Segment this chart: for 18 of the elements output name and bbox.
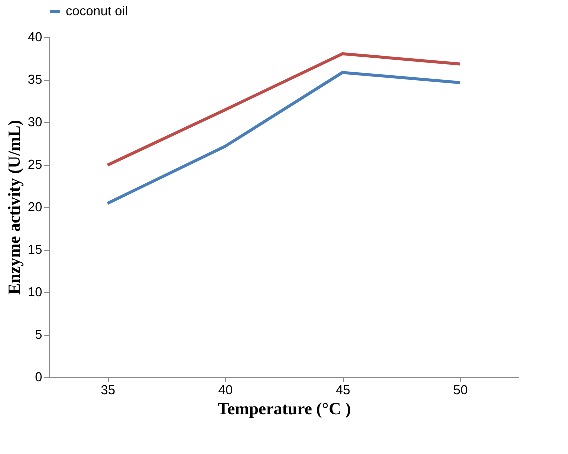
line-series	[106, 52, 462, 167]
y-tick-label: 40	[28, 30, 42, 44]
x-tick-label: 45	[336, 382, 350, 398]
y-axis-title: Enzyme activity (U/mL)	[5, 120, 24, 295]
legend-label: coconut oil	[66, 4, 128, 18]
x-tick-label: 40	[218, 382, 233, 398]
x-tick-label: 35	[101, 382, 116, 398]
y-tick-label: 20	[28, 200, 42, 214]
y-tick-label: 0	[35, 370, 42, 384]
y-tick-label: 35	[28, 72, 42, 87]
x-axis-title: Temperature (°C )	[218, 400, 352, 418]
x-tick-label: 50	[454, 382, 468, 398]
y-tick-label: 30	[28, 114, 42, 130]
y-tick-label: 25	[28, 157, 42, 172]
line-series	[106, 71, 462, 206]
y-tick-label: 5	[35, 327, 42, 342]
y-tick-label: 10	[28, 284, 42, 300]
y-tick-label: 15	[28, 242, 42, 257]
